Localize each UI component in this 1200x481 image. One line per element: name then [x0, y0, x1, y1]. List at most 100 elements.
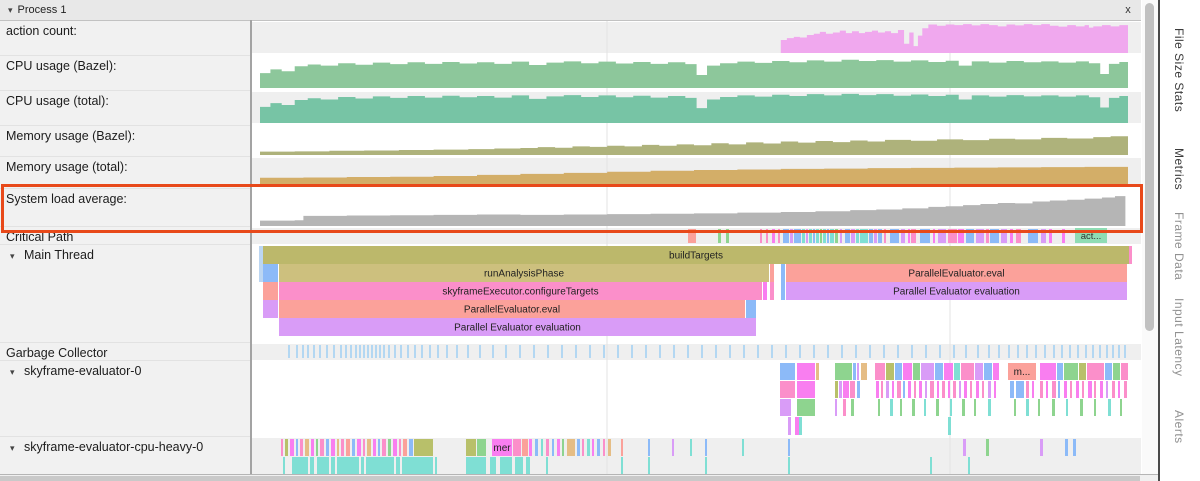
cpu-heavy-slice[interactable] [378, 439, 380, 456]
skyframe-evaluator-0-slice[interactable] [1106, 381, 1108, 398]
cpu-heavy-slice[interactable] [621, 457, 623, 474]
skyframe-evaluator-0-slice[interactable] [1066, 399, 1068, 416]
cpu-heavy-slice[interactable] [283, 457, 285, 474]
skyframe-evaluator-0-slice[interactable] [1100, 381, 1103, 398]
skyframe-evaluator-0-slice[interactable] [881, 381, 883, 398]
cpu-heavy-slice[interactable] [621, 439, 623, 456]
critical-path-event[interactable] [816, 229, 819, 243]
gc-tick[interactable] [645, 345, 647, 358]
critical-path-event[interactable] [783, 229, 789, 243]
gc-tick[interactable] [467, 345, 469, 358]
skyframe-evaluator-0-slice[interactable] [857, 363, 859, 380]
cpu-heavy-slice[interactable] [515, 457, 523, 474]
skyframe-evaluator-0-slice[interactable] [835, 363, 852, 380]
gc-tick[interactable] [307, 345, 309, 358]
skyframe-evaluator-0-slice[interactable] [1080, 399, 1083, 416]
skyframe-evaluator-0-slice[interactable] [795, 417, 799, 435]
cpu-heavy-slice[interactable] [742, 439, 744, 456]
skyframe-evaluator-0-slice[interactable] [1108, 399, 1111, 416]
skyframe-evaluator-0-slice[interactable] [797, 363, 815, 380]
main-thread-slice[interactable] [263, 264, 278, 282]
skyframe-evaluator-0-slice[interactable] [835, 381, 838, 398]
gc-tick[interactable] [414, 345, 416, 358]
main-thread-slice[interactable] [263, 246, 1129, 264]
cpu-heavy-slice[interactable] [477, 439, 486, 456]
track-label-mem-bazel[interactable]: Memory usage (Bazel): [0, 129, 256, 145]
gc-tick[interactable] [939, 345, 941, 358]
gc-tick[interactable] [375, 345, 377, 358]
skyframe-evaluator-0-slice[interactable] [936, 399, 939, 416]
critical-path-event[interactable] [990, 229, 999, 243]
gc-tick[interactable] [561, 345, 563, 358]
gc-tick[interactable] [1085, 345, 1087, 358]
gc-tick[interactable] [407, 345, 409, 358]
skyframe-evaluator-0-slice[interactable] [937, 381, 939, 398]
main-thread-slice[interactable] [763, 282, 767, 300]
track-label-sysload[interactable]: System load average: [0, 192, 256, 208]
cpu-heavy-slice[interactable] [290, 439, 294, 456]
skyframe-evaluator-0-slice[interactable] [843, 381, 849, 398]
vertical-scrollbar[interactable] [1142, 0, 1158, 474]
skyframe-evaluator-0-slice[interactable] [976, 381, 979, 398]
skyframe-evaluator-0-slice[interactable] [875, 363, 885, 380]
cpu-heavy-slice[interactable] [567, 439, 575, 456]
gc-tick[interactable] [785, 345, 787, 358]
cpu-heavy-slice[interactable] [648, 457, 650, 474]
skyframe-evaluator-0-slice[interactable] [780, 399, 791, 416]
cpu-heavy-slice[interactable] [963, 439, 966, 456]
gc-tick[interactable] [631, 345, 633, 358]
gc-tick[interactable] [953, 345, 955, 358]
cpu-heavy-slice[interactable] [522, 439, 528, 456]
cpu-heavy-slice[interactable] [399, 439, 401, 456]
gc-tick[interactable] [911, 345, 913, 358]
cpu-heavy-slice[interactable] [285, 439, 288, 456]
gc-tick[interactable] [505, 345, 507, 358]
skyframe-evaluator-0-slice[interactable] [799, 417, 802, 435]
gc-tick[interactable] [589, 345, 591, 358]
gc-tick[interactable] [340, 345, 342, 358]
critical-path-event[interactable] [830, 229, 834, 243]
critical-path-event[interactable] [760, 229, 762, 243]
skyframe-evaluator-0-slice[interactable] [970, 381, 972, 398]
cpu-heavy-slice[interactable] [331, 439, 335, 456]
cpu-heavy-slice[interactable] [930, 457, 932, 474]
skyframe-evaluator-0-slice[interactable] [1113, 363, 1120, 380]
critical-path-event[interactable] [878, 229, 882, 243]
skyframe-evaluator-0-slice[interactable] [890, 399, 893, 416]
skyframe-evaluator-0-slice[interactable] [1058, 381, 1060, 398]
skyframe-evaluator-0-slice[interactable] [959, 381, 961, 398]
skyframe-evaluator-0-slice[interactable] [1120, 399, 1122, 416]
cpu-heavy-slice[interactable] [529, 439, 532, 456]
horizontal-scrollbar[interactable] [0, 474, 1158, 481]
gc-tick[interactable] [673, 345, 675, 358]
gc-tick[interactable] [429, 345, 431, 358]
critical-path-event[interactable] [1062, 229, 1065, 243]
critical-path-event[interactable] [901, 229, 905, 243]
critical-path-event[interactable] [840, 229, 842, 243]
gc-tick[interactable] [383, 345, 385, 358]
skyframe-evaluator-0-slice[interactable] [1026, 381, 1029, 398]
skyframe-evaluator-0-slice[interactable] [900, 399, 902, 416]
skyframe-evaluator-0-slice[interactable] [1094, 399, 1096, 416]
track-label-mem-total[interactable]: Memory usage (total): [0, 160, 256, 176]
skyframe-evaluator-0-slice[interactable] [1010, 381, 1014, 398]
gc-tick[interactable] [1106, 345, 1108, 358]
skyframe-evaluator-0-slice[interactable] [843, 399, 846, 416]
main-thread-slice[interactable] [279, 318, 756, 336]
gc-tick[interactable] [998, 345, 1000, 358]
counter-chart-cpu-bazel[interactable] [260, 59, 1128, 88]
skyframe-evaluator-0-slice[interactable] [878, 399, 880, 416]
cpu-heavy-slice[interactable] [500, 457, 512, 474]
skyframe-evaluator-0-slice[interactable] [850, 381, 855, 398]
skyframe-evaluator-0-slice[interactable] [1064, 363, 1078, 380]
skyframe-evaluator-0-slice[interactable] [857, 381, 860, 398]
gc-tick[interactable] [1061, 345, 1063, 358]
cpu-heavy-slice[interactable] [1065, 439, 1068, 456]
critical-path-event[interactable] [890, 229, 899, 243]
critical-path-event[interactable] [820, 229, 822, 243]
critical-path-event[interactable] [766, 229, 768, 243]
gc-tick[interactable] [313, 345, 315, 358]
cpu-heavy-slice[interactable] [320, 439, 324, 456]
skyframe-evaluator-0-slice[interactable] [1026, 399, 1029, 416]
cpu-heavy-slice[interactable] [1040, 439, 1043, 456]
